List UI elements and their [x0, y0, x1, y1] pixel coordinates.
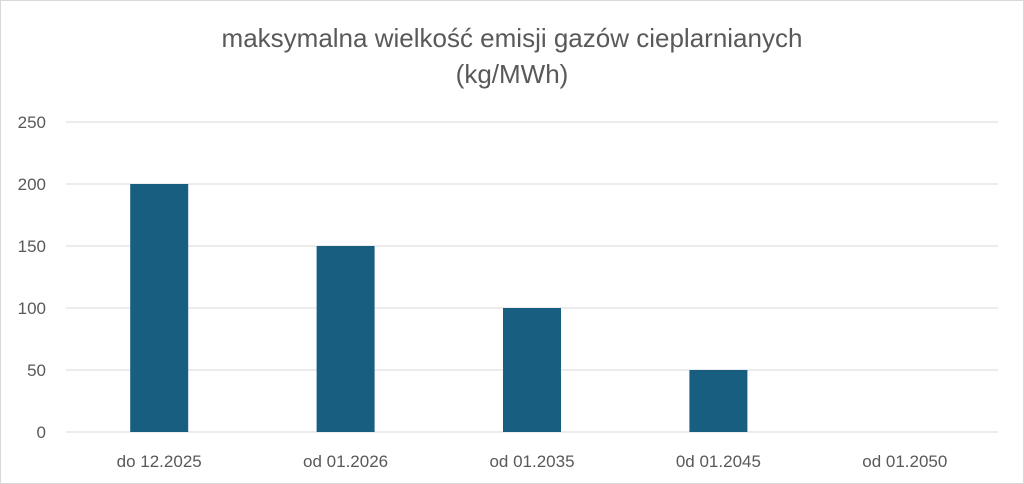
- bar: [316, 246, 375, 432]
- chart-title: maksymalna wielkość emisji gazów cieplar…: [0, 20, 1024, 92]
- y-tick-label: 100: [18, 299, 46, 318]
- x-tick-label: od 01.2026: [303, 452, 388, 471]
- bar: [689, 370, 748, 432]
- y-tick-label: 50: [27, 361, 46, 380]
- chart-title-line: maksymalna wielkość emisji gazów cieplar…: [221, 23, 803, 53]
- x-tick-label: od 01.2050: [862, 452, 947, 471]
- bar: [503, 308, 561, 432]
- x-tick-label: od 01.2035: [489, 452, 574, 471]
- y-tick-label: 0: [37, 423, 46, 442]
- y-tick-label: 150: [18, 237, 46, 256]
- y-tick-label: 250: [18, 113, 46, 132]
- y-tick-label: 200: [18, 175, 46, 194]
- x-tick-label: 0d 01.2045: [676, 452, 761, 471]
- x-tick-label: do 12.2025: [117, 452, 202, 471]
- bar: [130, 184, 189, 432]
- chart-subtitle-line: (kg/MWh): [455, 59, 569, 89]
